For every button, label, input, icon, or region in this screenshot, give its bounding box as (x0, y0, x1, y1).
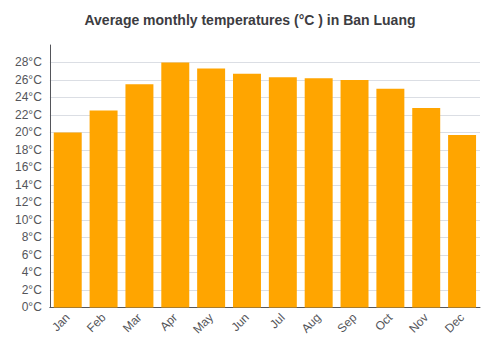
svg-text:22°C: 22°C (15, 108, 42, 122)
svg-text:2°C: 2°C (22, 283, 42, 297)
svg-text:May: May (190, 311, 216, 337)
svg-text:Apr: Apr (157, 311, 180, 334)
svg-text:Nov: Nov (406, 311, 431, 336)
svg-text:0°C: 0°C (22, 300, 42, 314)
svg-text:Average monthly temperatures (: Average monthly temperatures (°C ) in Ba… (84, 12, 415, 28)
svg-text:4°C: 4°C (22, 265, 42, 279)
svg-text:26°C: 26°C (15, 73, 42, 87)
svg-text:6°C: 6°C (22, 248, 42, 262)
svg-text:Dec: Dec (442, 311, 467, 336)
svg-text:24°C: 24°C (15, 90, 42, 104)
svg-text:28°C: 28°C (15, 55, 42, 69)
svg-text:14°C: 14°C (15, 178, 42, 192)
svg-text:Aug: Aug (299, 311, 324, 336)
svg-text:Jul: Jul (267, 311, 288, 332)
svg-text:8°C: 8°C (22, 230, 42, 244)
svg-text:16°C: 16°C (15, 160, 42, 174)
svg-text:Mar: Mar (120, 311, 145, 335)
svg-text:12°C: 12°C (15, 195, 42, 209)
svg-text:Oct: Oct (372, 310, 396, 334)
svg-text:20°C: 20°C (15, 125, 42, 139)
svg-text:Jan: Jan (49, 311, 73, 335)
svg-text:Sep: Sep (334, 310, 359, 335)
svg-text:18°C: 18°C (15, 143, 42, 157)
svg-text:10°C: 10°C (15, 213, 42, 227)
svg-text:Jun: Jun (228, 311, 252, 335)
svg-text:Feb: Feb (84, 310, 109, 335)
